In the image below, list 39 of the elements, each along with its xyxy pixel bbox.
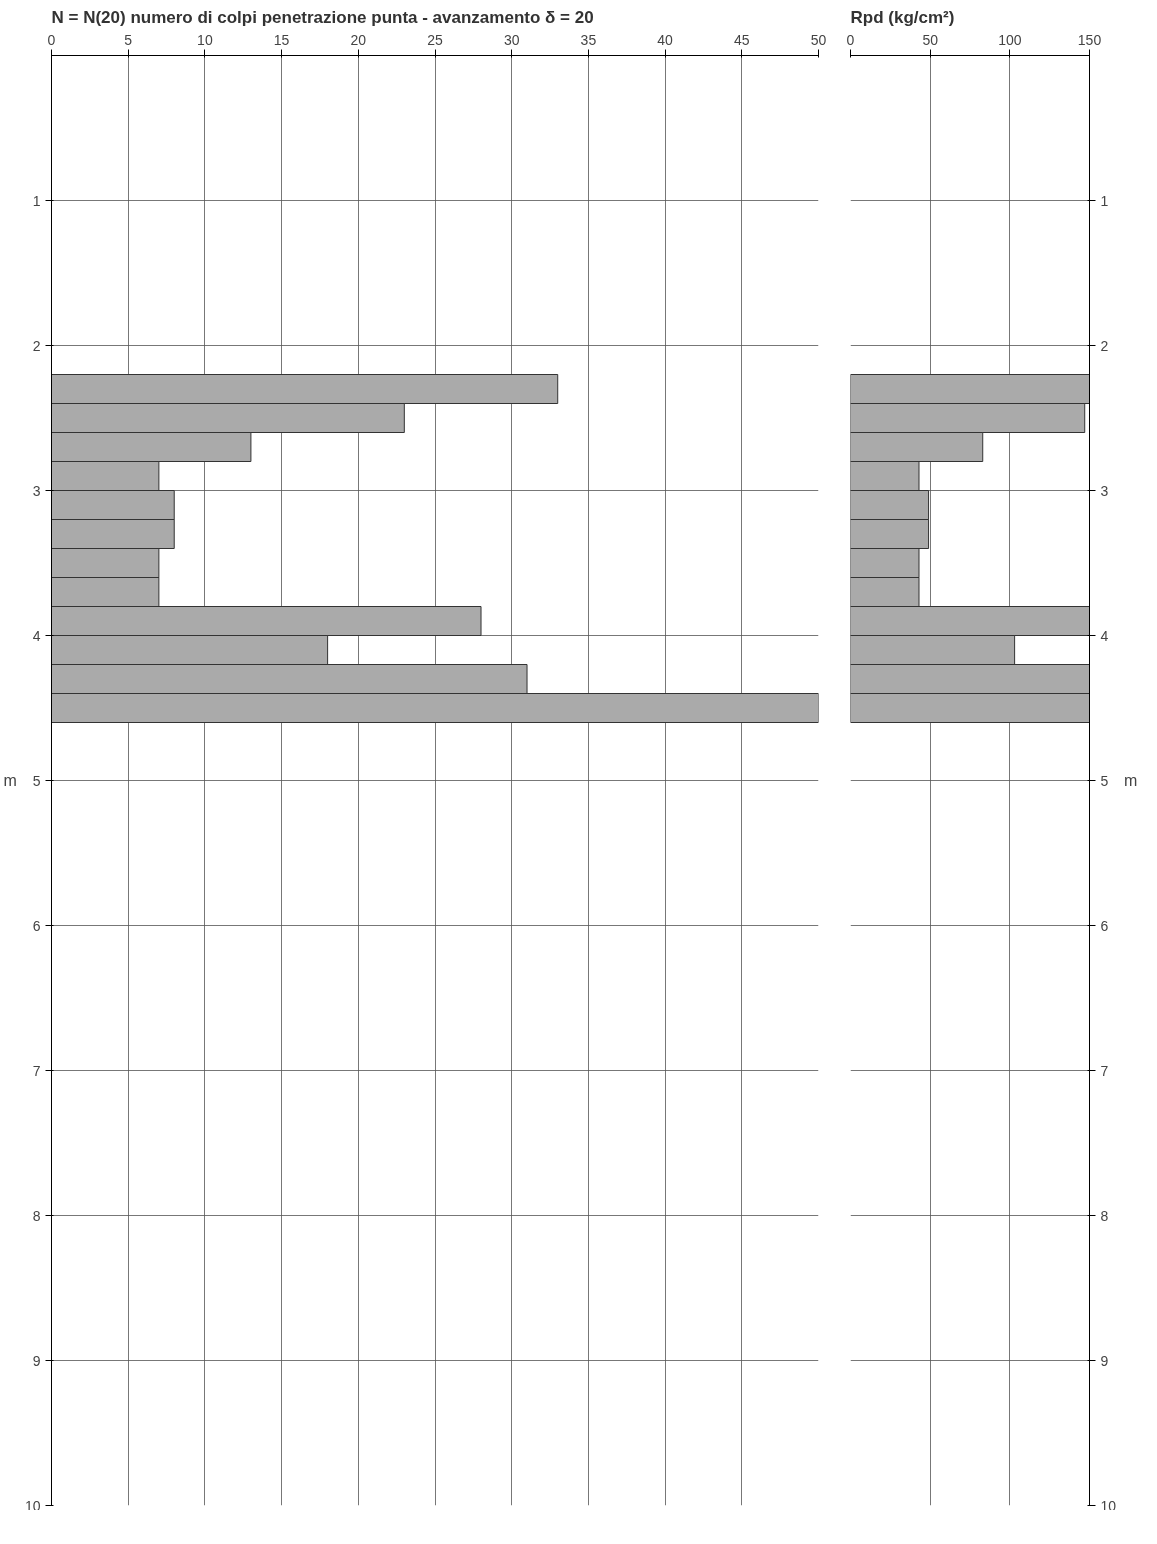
x-tick-label: 35 <box>580 31 597 48</box>
y-tick-label: 3 <box>32 482 41 499</box>
y-tick-label: 10 <box>1100 1497 1117 1514</box>
y-tick-label: 8 <box>32 1207 41 1224</box>
chart-title: Rpd (kg/cm²) <box>850 7 955 27</box>
x-tick-label: 5 <box>124 31 133 48</box>
chart-title: N = N(20) numero di colpi penetrazione punta - avanzamento δ = 20 <box>51 7 594 27</box>
y-axis-title: m <box>1124 772 1138 789</box>
x-tick-label: 25 <box>427 31 443 48</box>
x-tick-label: 20 <box>350 31 367 48</box>
y-tick-label: 2 <box>1100 337 1109 354</box>
x-tick-label: 0 <box>846 31 855 48</box>
y-tick-label: 10 <box>24 1497 41 1514</box>
y-tick-label: 2 <box>32 337 41 354</box>
x-tick-label: 0 <box>47 31 56 48</box>
y-tick-label: 7 <box>32 1062 41 1079</box>
x-tick-label: 45 <box>734 31 750 48</box>
x-tick-label: 40 <box>657 31 674 48</box>
y-tick-label: 5 <box>32 772 41 789</box>
x-tick-label: 50 <box>922 31 939 48</box>
y-axis-title: m <box>3 772 17 789</box>
y-tick-label: 4 <box>32 627 41 644</box>
y-tick-label: 9 <box>1100 1352 1109 1369</box>
y-tick-label: 8 <box>1100 1207 1109 1224</box>
x-tick-label: 10 <box>197 31 213 48</box>
y-tick-label: 1 <box>32 192 41 209</box>
x-tick-label: 100 <box>998 31 1022 48</box>
y-tick-label: 6 <box>32 917 41 934</box>
y-tick-label: 1 <box>1100 192 1109 209</box>
x-tick-label: 150 <box>1077 31 1102 48</box>
x-tick-label: 30 <box>503 31 520 48</box>
y-tick-label: 3 <box>1100 482 1109 499</box>
y-tick-label: 7 <box>1100 1062 1109 1079</box>
y-tick-label: 4 <box>1100 627 1109 644</box>
y-tick-label: 6 <box>1100 917 1109 934</box>
y-tick-label: 5 <box>1100 772 1109 789</box>
x-tick-label: 50 <box>810 31 827 48</box>
x-tick-label: 15 <box>273 31 290 48</box>
y-tick-label: 9 <box>32 1352 41 1369</box>
